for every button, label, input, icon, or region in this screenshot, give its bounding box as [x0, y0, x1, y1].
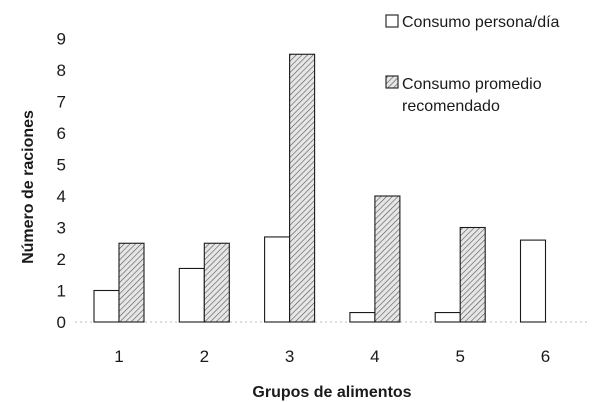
x-tick-label: 2: [200, 347, 209, 366]
y-axis-ticks: 0 1 2 3 4 5 6 7 8 9: [57, 30, 66, 333]
bar-consumo-recomendado: [459, 226, 486, 323]
bar-consumo-recomendado: [374, 195, 401, 323]
legend-label-consumo-persona: Consumo persona/día: [402, 14, 560, 31]
bar-consumo-persona: [434, 311, 461, 323]
x-tick-label: 4: [370, 347, 379, 366]
bar-consumo-persona: [264, 236, 291, 323]
x-axis-ticks: 1 2 3 4 5 6: [114, 347, 550, 366]
x-tick-label: 6: [541, 347, 550, 366]
bar-consumo-persona: [93, 289, 120, 323]
bar-consumo-recomendado: [203, 242, 230, 323]
bar-consumo-persona: [178, 267, 205, 323]
y-tick-label: 6: [57, 124, 66, 143]
y-tick-label: 7: [57, 93, 66, 112]
y-axis-title: Número de raciones: [20, 110, 37, 264]
y-tick-label: 2: [57, 250, 66, 269]
y-tick-label: 8: [57, 61, 66, 80]
legend-label-consumo-recomendado-line-1: Consumo promedio: [402, 76, 542, 93]
legend-swatch-consumo-persona: [385, 14, 399, 28]
bar-consumo-recomendado: [118, 242, 145, 323]
legend-label-consumo-recomendado: Consumo promedio recomendado: [402, 76, 546, 115]
bar-consumo-recomendado: [289, 53, 316, 323]
x-tick-label: 5: [455, 347, 464, 366]
y-tick-label: 3: [57, 219, 66, 238]
legend-swatch-consumo-recomendado: [385, 75, 399, 89]
y-tick-label: 1: [57, 282, 66, 301]
y-tick-label: 9: [57, 30, 66, 49]
bars: [93, 53, 547, 323]
bar-consumo-persona: [519, 239, 547, 323]
legend: Consumo persona/día Consumo promedio rec…: [385, 14, 560, 115]
y-tick-label: 5: [57, 156, 66, 175]
legend-label-consumo-recomendado-line-2: recomendado: [402, 98, 500, 115]
y-tick-label: 0: [57, 313, 66, 332]
x-tick-label: 1: [114, 347, 123, 366]
y-tick-label: 4: [57, 187, 66, 206]
x-axis-title: Grupos de alimentos: [252, 384, 411, 401]
x-tick-label: 3: [285, 347, 294, 366]
bar-consumo-persona: [349, 311, 376, 323]
